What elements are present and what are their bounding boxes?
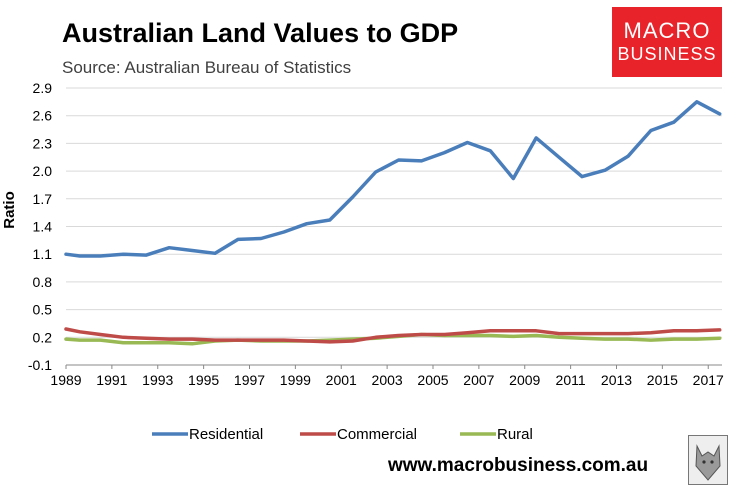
macrobusiness-logo[interactable]: MACRO BUSINESS <box>612 7 722 77</box>
legend-label-rural: Rural <box>497 426 533 443</box>
x-tick-label: 2003 <box>372 372 403 388</box>
y-tick-label: 1.1 <box>33 246 53 262</box>
y-tick-label: 0.8 <box>33 274 53 290</box>
x-tick-label: 2013 <box>601 372 632 388</box>
y-axis-label: Ratio <box>1 191 18 229</box>
x-tick-labels: 1989 1991 1993 1995 1997 1999 2001 2003 2005 2007… <box>50 365 724 388</box>
x-tick-label: 1997 <box>234 372 265 388</box>
x-tick-label: 1995 <box>188 372 219 388</box>
x-tick-label: 2009 <box>509 372 540 388</box>
x-tick-label: 1999 <box>280 372 311 388</box>
legend-label-residential: Residential <box>189 426 263 443</box>
chart-subtitle: Source: Australian Bureau of Statistics <box>62 58 352 77</box>
y-tick-label: 1.4 <box>33 219 53 235</box>
legend: Residential Commercial Rural <box>152 426 533 443</box>
x-tick-label: 2017 <box>693 372 724 388</box>
x-tick-label: 1989 <box>50 372 81 388</box>
y-tick-label: 1.7 <box>33 191 53 207</box>
series-line-residential <box>64 100 722 258</box>
x-tick-label: 2005 <box>417 372 448 388</box>
gridlines <box>66 87 722 338</box>
y-tick-label: 2.3 <box>33 135 53 151</box>
logo-line-1: MACRO <box>623 18 711 43</box>
x-tick-label: 2001 <box>326 372 357 388</box>
chart-title: Australian Land Values to GDP <box>62 18 459 48</box>
x-tick-label: 2007 <box>463 372 494 388</box>
y-tick-label: -0.1 <box>28 357 52 373</box>
x-tick-label: 2015 <box>647 372 678 388</box>
series-lines <box>64 100 722 346</box>
y-tick-labels: -0.1 0.2 0.5 0.8 1.1 1.4 1.7 2.0 2.3 2.6 2.9 <box>28 80 52 373</box>
y-tick-label: 2.9 <box>33 80 53 96</box>
y-tick-label: 0.5 <box>33 302 53 318</box>
legend-label-commercial: Commercial <box>337 426 417 443</box>
y-tick-label: 2.6 <box>33 108 53 124</box>
y-tick-label: 0.2 <box>33 329 53 345</box>
x-tick-label: 1993 <box>142 372 173 388</box>
x-tick-label: 2011 <box>556 372 586 388</box>
wolf-emblem-icon <box>688 435 728 485</box>
y-tick-label: 2.0 <box>33 163 53 179</box>
logo-line-2: BUSINESS <box>617 44 717 64</box>
website-url[interactable]: www.macrobusiness.com.au <box>388 455 649 476</box>
x-tick-label: 1991 <box>96 372 127 388</box>
series-line-commercial <box>64 327 722 344</box>
